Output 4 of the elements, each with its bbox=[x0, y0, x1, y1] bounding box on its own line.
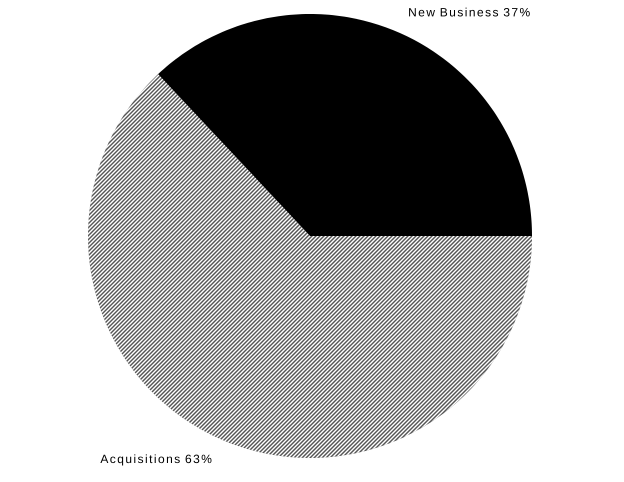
data-label: 37% bbox=[504, 8, 530, 17]
slice-label: New Business bbox=[409, 8, 498, 17]
slice-label: Acquisitions bbox=[100, 454, 180, 466]
data-label: 63% bbox=[186, 454, 212, 464]
